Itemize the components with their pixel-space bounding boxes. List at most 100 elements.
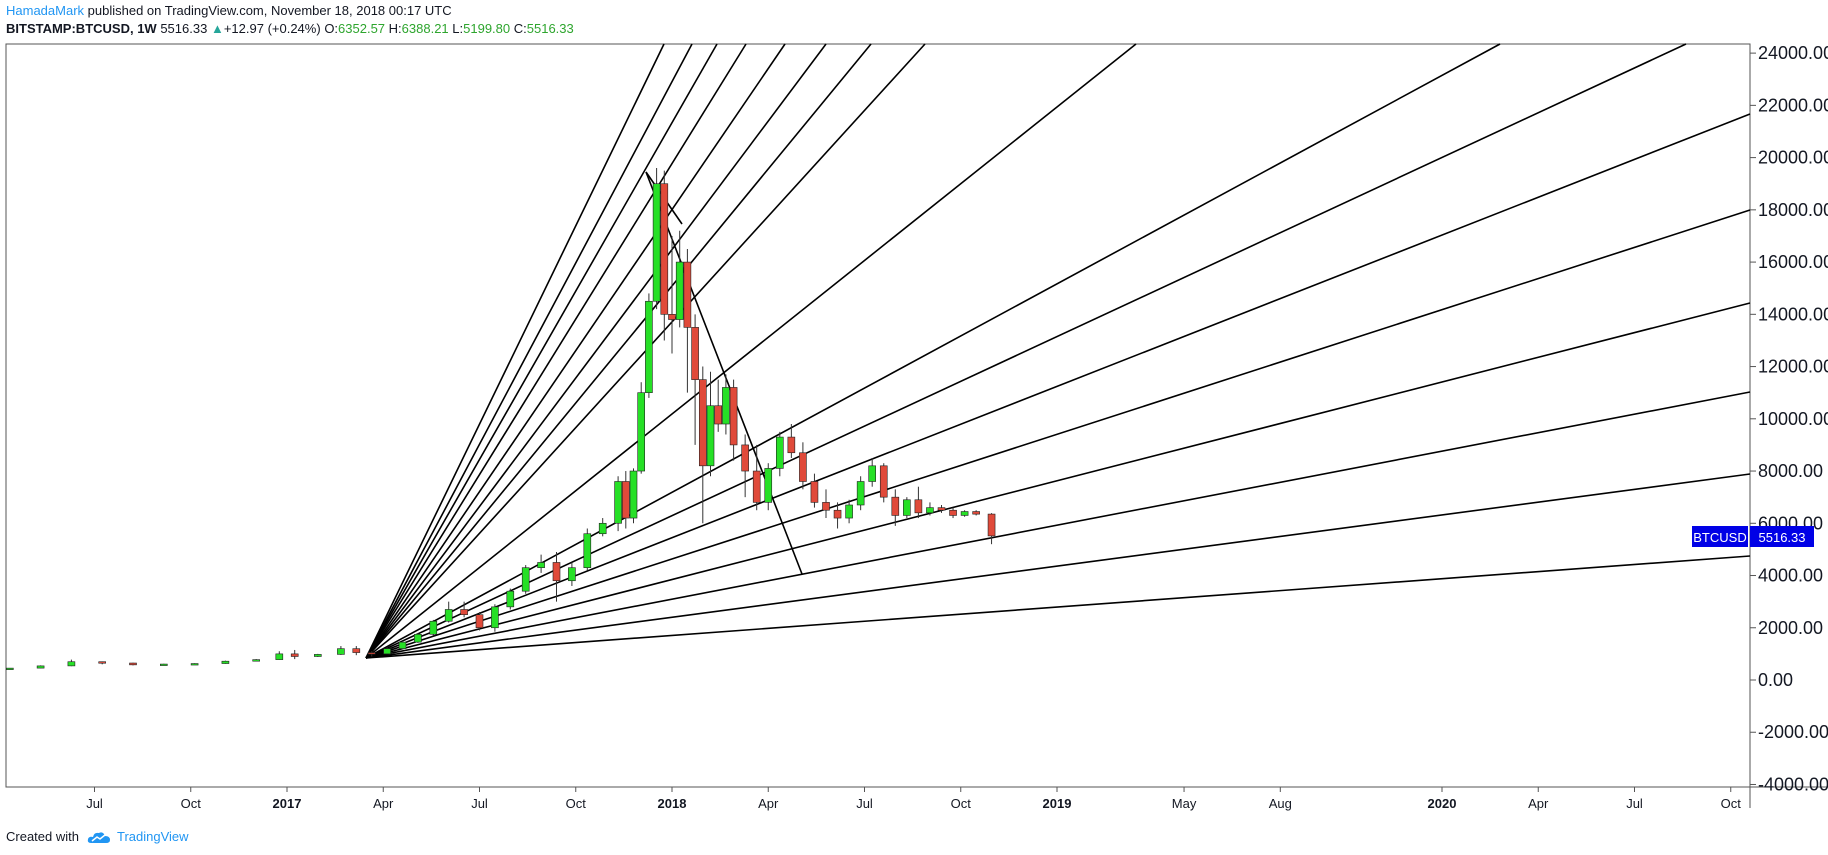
x-tick-label: Oct (1721, 796, 1742, 811)
candle-body (552, 562, 561, 582)
candle-body (290, 653, 299, 657)
fan-line (365, 43, 665, 659)
candle-body (799, 452, 807, 482)
candle-body (129, 662, 137, 666)
tradingview-brand: TradingView (116, 829, 189, 844)
candle-body (926, 507, 934, 514)
tradingview-link[interactable]: TradingView (87, 829, 189, 844)
x-tick-label: Apr (373, 796, 394, 811)
candle-body (352, 648, 361, 653)
y-tick-label: 14000.00 (1758, 304, 1828, 324)
candle-body (845, 504, 853, 519)
fan-line (365, 113, 1751, 659)
close-label: C: (513, 21, 527, 36)
candle-body (444, 609, 453, 622)
candle-body (741, 444, 749, 472)
candle-body (683, 261, 692, 328)
candle-body (190, 663, 199, 666)
candle-body (729, 387, 738, 446)
open-value: 6352.57 (338, 21, 386, 36)
fan-line (365, 43, 1501, 659)
y-tick-label: 12000.00 (1758, 357, 1828, 377)
candle-body (98, 661, 106, 664)
x-tick-label: Jul (856, 796, 873, 811)
candle-body (987, 513, 996, 537)
y-tick-label: 18000.00 (1758, 200, 1828, 220)
candle-body (629, 470, 638, 519)
gann-fan[interactable] (365, 43, 1751, 659)
x-tick-label: Apr (1528, 796, 1549, 811)
low-label: L: (452, 21, 464, 36)
x-tick-label: Oct (951, 796, 972, 811)
created-with-text: Created with (6, 829, 79, 844)
candle-body (903, 499, 911, 516)
fan-line (365, 209, 1751, 659)
y-tick-label: 16000.00 (1758, 252, 1828, 272)
y-tick-label: 0.00 (1758, 670, 1793, 690)
candle-body (675, 261, 684, 320)
candle-body (645, 300, 653, 393)
candle-body (568, 567, 576, 582)
x-tick-label: May (1172, 796, 1197, 811)
candle-body (752, 470, 761, 503)
price-change: +12.97 (+0.24%) (223, 21, 321, 36)
candle-body (67, 661, 76, 667)
candle-body (637, 392, 646, 472)
close-value: 5516.33 (526, 21, 574, 36)
published-text: published on TradingView.com, November 1… (87, 3, 452, 18)
candle-body (652, 183, 661, 302)
price-label-value-box (1750, 526, 1814, 547)
candle-body (775, 436, 784, 469)
symbol-info: BITSTAMP:BTCUSD, 1W 5516.33 ▲+12.97 (+0.… (6, 21, 574, 36)
x-tick-label: 2018 (658, 796, 687, 811)
candle-body (868, 465, 877, 482)
price-axis[interactable]: 24000.00 22000.00 20000.00 18000.00 16000.00… (1750, 43, 1828, 794)
fan-line (365, 43, 693, 659)
candle-body (949, 509, 957, 516)
candle-body (275, 653, 284, 660)
fan-line (365, 43, 827, 659)
time-axis[interactable]: Jul Oct 2017 Apr Jul Oct 2018 Apr Jul Oct 2019 May A… (86, 787, 1741, 811)
x-tick-label: 2017 (273, 796, 302, 811)
price-label-value: 5516.33 (1759, 530, 1806, 545)
candle-body (614, 481, 622, 524)
x-tick-label: Jul (1626, 796, 1643, 811)
candle-body (491, 606, 499, 629)
fan-line (365, 43, 1137, 659)
candle-body (960, 511, 969, 516)
candle-body (221, 660, 230, 664)
candle-body (460, 609, 468, 616)
last-price-label: BTCUSD 5516.33 (1692, 526, 1814, 547)
candle-body (506, 590, 515, 608)
y-tick-label: 4000.00 (1758, 566, 1823, 586)
x-tick-label: Oct (181, 796, 202, 811)
candle-body (36, 665, 45, 669)
candle-body (660, 183, 669, 315)
candle-body (621, 481, 630, 519)
publish-info: HamadaMark published on TradingView.com,… (6, 3, 452, 18)
candle-body (891, 496, 900, 516)
low-value: 5199.80 (463, 21, 511, 36)
fan-line (365, 43, 786, 659)
candle-body (706, 405, 715, 467)
candle-body (856, 481, 865, 506)
y-tick-label: 20000.00 (1758, 148, 1828, 168)
change-up-icon: ▲ (210, 21, 224, 36)
candle-body (691, 327, 699, 380)
candle-body (252, 659, 260, 662)
candle-body (583, 533, 592, 568)
candle-body (822, 502, 830, 511)
author-link[interactable]: HamadaMark (6, 3, 85, 18)
fan-line (365, 43, 872, 659)
y-tick-label: -2000.00 (1758, 722, 1828, 742)
candle-body (367, 652, 376, 655)
plot-area[interactable] (5, 43, 1751, 788)
tradingview-cloud-icon (87, 831, 110, 843)
fan-line (365, 555, 1751, 659)
y-tick-label: 22000.00 (1758, 95, 1828, 115)
x-tick-label: 2020 (1428, 796, 1457, 811)
candle-body (810, 481, 819, 503)
candle-body (764, 468, 773, 503)
high-label: H: (388, 21, 402, 36)
